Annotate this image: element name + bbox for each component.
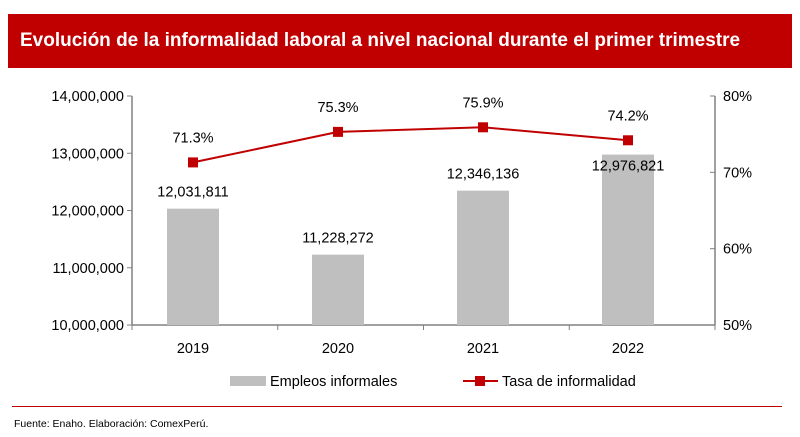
bar-2021 bbox=[457, 190, 509, 325]
legend-label-line: Tasa de informalidad bbox=[502, 374, 636, 390]
y-left-tick-label: 10,000,000 bbox=[51, 318, 124, 334]
x-tick-label: 2020 bbox=[322, 341, 354, 357]
y-right-tick-label: 50% bbox=[723, 318, 752, 334]
y-left-tick-label: 13,000,000 bbox=[51, 146, 124, 162]
bar-label-2019: 12,031,811 bbox=[157, 185, 229, 201]
x-tick-label: 2022 bbox=[612, 341, 644, 357]
y-left-tick-label: 14,000,000 bbox=[51, 89, 124, 105]
divider bbox=[12, 406, 782, 407]
bar-2022 bbox=[602, 154, 654, 325]
y-left-tick-label: 11,000,000 bbox=[53, 261, 125, 277]
point-2021 bbox=[478, 122, 488, 133]
source-footer: Fuente: Enaho. Elaboración: ComexPerú. bbox=[14, 418, 209, 430]
point-2020 bbox=[333, 126, 343, 137]
point-2022 bbox=[623, 135, 633, 146]
bar-label-2020: 11,228,272 bbox=[302, 231, 374, 247]
y-left-tick-label: 12,000,000 bbox=[51, 204, 124, 220]
bar-2019 bbox=[167, 208, 219, 325]
line-tasa-de-informalidad bbox=[192, 126, 629, 164]
y-right-tick-label: 80% bbox=[723, 89, 752, 105]
point-label-2021: 75.9% bbox=[462, 95, 503, 111]
bar-label-2021: 12,346,136 bbox=[447, 167, 520, 183]
legend-swatch-bars bbox=[230, 376, 266, 386]
point-label-2020: 75.3% bbox=[317, 100, 358, 116]
x-tick-label: 2019 bbox=[177, 341, 209, 357]
legend-label-bars: Empleos informales bbox=[270, 374, 397, 390]
bar-label-2022: 12,976,821 bbox=[592, 159, 665, 175]
point-2019 bbox=[188, 157, 198, 168]
point-label-2019: 71.3% bbox=[172, 130, 213, 146]
point-label-2022: 74.2% bbox=[607, 108, 648, 124]
chart-title: Evolución de la informalidad laboral a n… bbox=[8, 14, 792, 68]
x-tick-label: 2021 bbox=[467, 341, 499, 357]
legend-marker-line bbox=[475, 376, 485, 386]
bar-2020 bbox=[312, 254, 364, 325]
y-right-tick-label: 70% bbox=[723, 165, 752, 181]
y-right-tick-label: 60% bbox=[723, 242, 752, 258]
